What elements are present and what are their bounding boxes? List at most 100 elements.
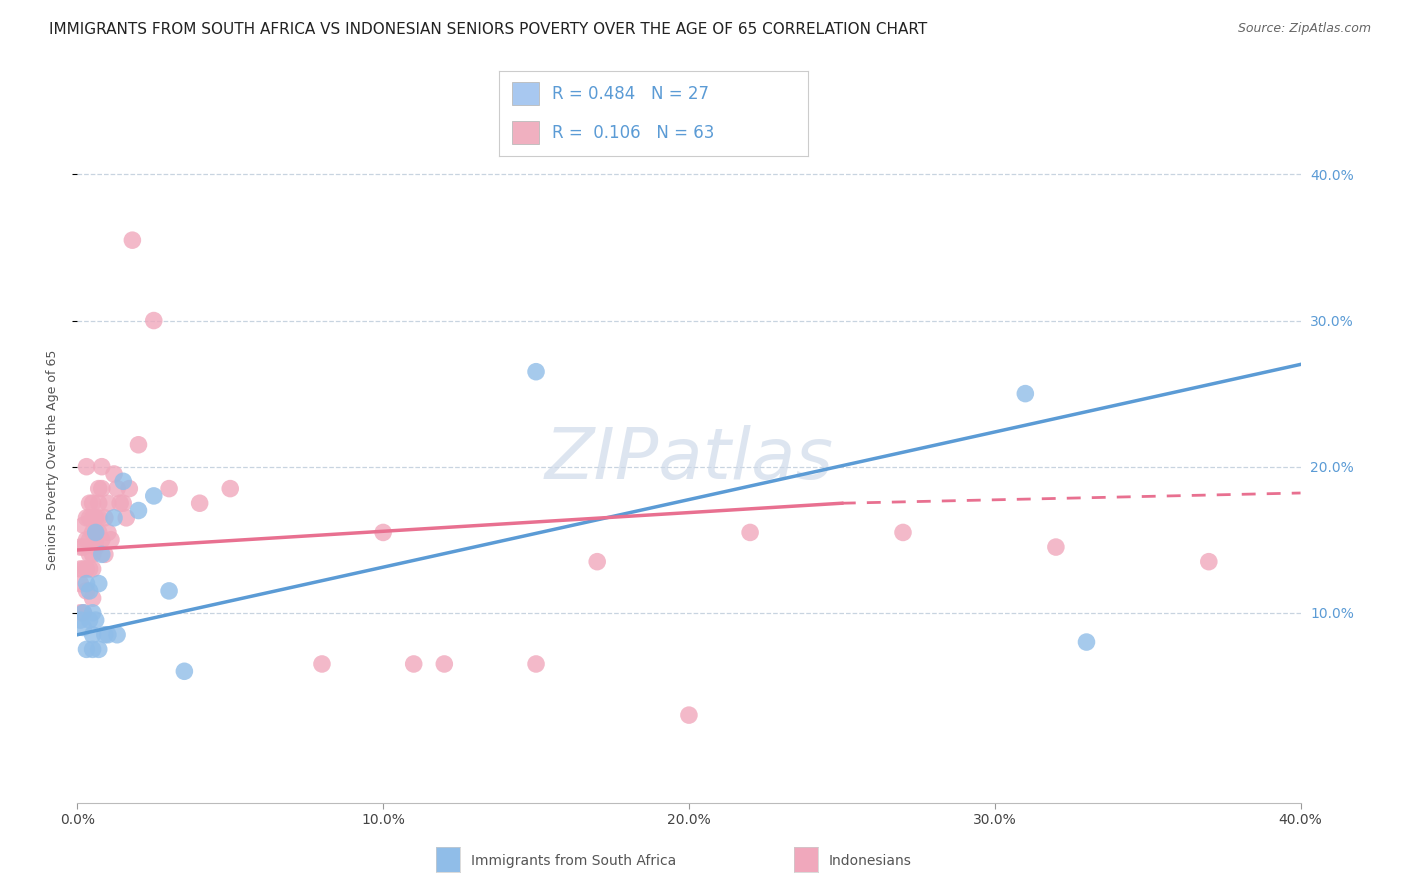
Point — [76, 576, 98, 591]
Point — [79, 562, 101, 576]
Point — [173, 665, 195, 679]
Point — [84, 525, 107, 540]
Point — [128, 438, 150, 452]
Point — [76, 562, 98, 576]
Point — [82, 642, 104, 657]
Point — [76, 511, 98, 525]
Point — [82, 591, 104, 606]
Point — [524, 365, 547, 379]
Point — [108, 496, 131, 510]
Point — [79, 511, 101, 525]
Point — [188, 496, 211, 510]
Point — [72, 540, 94, 554]
Point — [69, 540, 91, 554]
Point — [97, 525, 120, 540]
Point — [103, 467, 125, 481]
Point — [219, 482, 242, 496]
Point — [94, 547, 117, 561]
Point — [76, 459, 98, 474]
Point — [90, 547, 112, 561]
Point — [105, 482, 128, 496]
Point — [72, 562, 94, 576]
Point — [79, 613, 101, 627]
Point — [84, 613, 107, 627]
Point — [79, 583, 101, 598]
Text: Immigrants from South Africa: Immigrants from South Africa — [471, 854, 676, 868]
Point — [87, 482, 110, 496]
Point — [1045, 540, 1067, 554]
Point — [82, 606, 104, 620]
Point — [76, 533, 98, 547]
Point — [87, 525, 110, 540]
Point — [87, 642, 110, 657]
Point — [82, 525, 104, 540]
Point — [402, 657, 425, 671]
Point — [371, 525, 394, 540]
Text: IMMIGRANTS FROM SOUTH AFRICA VS INDONESIAN SENIORS POVERTY OVER THE AGE OF 65 CO: IMMIGRANTS FROM SOUTH AFRICA VS INDONESI… — [49, 22, 928, 37]
Point — [112, 496, 135, 510]
Point — [524, 657, 547, 671]
Point — [112, 475, 135, 489]
Point — [94, 511, 117, 525]
Point — [84, 525, 107, 540]
Point — [128, 503, 150, 517]
Point — [79, 547, 101, 561]
Point — [97, 628, 120, 642]
Point — [157, 583, 180, 598]
Point — [90, 533, 112, 547]
Point — [69, 613, 91, 627]
FancyBboxPatch shape — [512, 82, 540, 105]
Point — [118, 482, 141, 496]
Point — [740, 525, 762, 540]
Point — [72, 606, 94, 620]
Point — [69, 576, 91, 591]
Point — [97, 496, 120, 510]
Point — [433, 657, 456, 671]
Point — [103, 511, 125, 525]
Point — [84, 511, 107, 525]
Point — [94, 628, 117, 642]
Point — [87, 511, 110, 525]
Point — [1014, 386, 1036, 401]
Point — [90, 459, 112, 474]
Point — [311, 657, 333, 671]
Point — [69, 606, 91, 620]
Point — [76, 583, 98, 598]
Point — [82, 562, 104, 576]
FancyBboxPatch shape — [512, 121, 540, 145]
Point — [72, 606, 94, 620]
Text: ZIPatlas: ZIPatlas — [544, 425, 834, 494]
Point — [90, 482, 112, 496]
Point — [115, 511, 138, 525]
Point — [82, 496, 104, 510]
Point — [121, 233, 143, 247]
Point — [69, 562, 91, 576]
Y-axis label: Seniors Poverty Over the Age of 65: Seniors Poverty Over the Age of 65 — [46, 349, 59, 570]
Point — [76, 642, 98, 657]
Text: R = 0.484   N = 27: R = 0.484 N = 27 — [551, 86, 709, 103]
Point — [100, 533, 122, 547]
Point — [1076, 635, 1098, 649]
Point — [678, 708, 700, 723]
Point — [105, 628, 128, 642]
Text: R =  0.106   N = 63: R = 0.106 N = 63 — [551, 124, 714, 142]
Point — [142, 489, 165, 503]
Text: Indonesians: Indonesians — [828, 854, 911, 868]
Point — [1198, 555, 1220, 569]
Point — [157, 482, 180, 496]
Point — [72, 620, 94, 634]
Point — [82, 511, 104, 525]
Point — [79, 496, 101, 510]
Point — [87, 576, 110, 591]
Point — [586, 555, 609, 569]
Point — [84, 540, 107, 554]
Point — [82, 547, 104, 561]
Point — [84, 533, 107, 547]
Point — [87, 496, 110, 510]
Point — [891, 525, 914, 540]
Text: Source: ZipAtlas.com: Source: ZipAtlas.com — [1237, 22, 1371, 36]
Point — [79, 533, 101, 547]
Point — [72, 518, 94, 533]
Point — [142, 313, 165, 327]
Point — [82, 628, 104, 642]
